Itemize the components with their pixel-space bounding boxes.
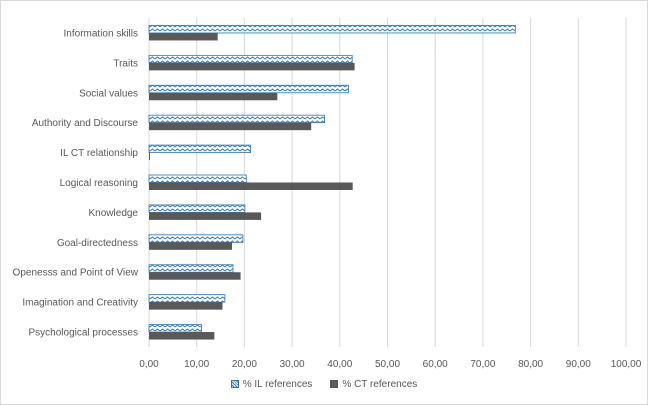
x-tick-label: 40,00	[327, 359, 352, 370]
legend-item-ct: % CT references	[330, 377, 417, 391]
category-label: Social values	[79, 88, 138, 99]
x-tick-label: 80,00	[518, 359, 543, 370]
legend-swatch-ct	[330, 380, 339, 388]
category-label: Traits	[113, 58, 138, 69]
x-tick-label: 100,00	[611, 359, 642, 370]
bar-ct-references	[149, 62, 355, 71]
bar-il-references	[148, 174, 247, 183]
bar-il-references	[148, 84, 349, 94]
category-label: Imagination and Creativity	[22, 298, 138, 309]
bar-ct-references	[149, 332, 215, 340]
bar-il-references	[148, 25, 516, 34]
category-label: Knowledge	[89, 208, 139, 219]
category-label: Psychological processes	[29, 328, 139, 339]
bar-il-references	[148, 264, 234, 273]
legend-item-il: % IL references	[230, 377, 313, 391]
category-label: Openesss and Point of View	[13, 268, 139, 279]
category-label: Goal-directedness	[57, 238, 138, 249]
category-labels: Information skills Traits Social values Aut…	[13, 28, 139, 338]
x-tick-label: 10,00	[184, 359, 209, 370]
x-tick-label: 90,00	[566, 359, 591, 370]
legend-swatch-il	[230, 380, 239, 388]
bar-ct-references	[149, 302, 223, 310]
bar-il-references	[148, 114, 325, 124]
legend-label-ct: % CT references	[342, 378, 418, 390]
x-axis-ticks: 0,00 10,00 20,00 30,00 40,00 50,00 60,00 70,00 8…	[139, 359, 641, 370]
bar-ct-references	[149, 32, 218, 41]
x-tick-label: 0,00	[139, 359, 159, 370]
gridlines	[148, 18, 627, 347]
category-label: Authority and Discourse	[32, 118, 139, 129]
bar-il-references	[148, 294, 226, 303]
bar-ct-references	[149, 92, 278, 101]
category-label: Logical reasoning	[60, 178, 138, 189]
bar-il-references	[148, 54, 353, 64]
legend: % IL references % CT references	[0, 377, 648, 391]
bar-ct-references	[149, 182, 353, 190]
bar-il-references	[148, 324, 202, 333]
bar-ct-references	[149, 122, 312, 131]
bar-ct-references	[149, 272, 241, 280]
category-label: Information skills	[64, 28, 138, 39]
legend-label-il: % IL references	[242, 378, 313, 390]
category-label: IL CT relationship	[60, 148, 138, 159]
bar-il-references	[148, 234, 244, 243]
bar-il-references	[148, 144, 252, 153]
bars	[148, 25, 516, 340]
x-tick-label: 60,00	[423, 359, 448, 370]
x-tick-label: 20,00	[232, 359, 257, 370]
bar-ct-references	[149, 212, 262, 220]
bar-ct-references	[149, 242, 232, 250]
x-tick-label: 30,00	[280, 359, 305, 370]
x-tick-label: 50,00	[375, 359, 400, 370]
bar-il-references	[148, 204, 246, 213]
x-tick-label: 70,00	[470, 359, 495, 370]
bar-ct-references	[149, 152, 150, 161]
